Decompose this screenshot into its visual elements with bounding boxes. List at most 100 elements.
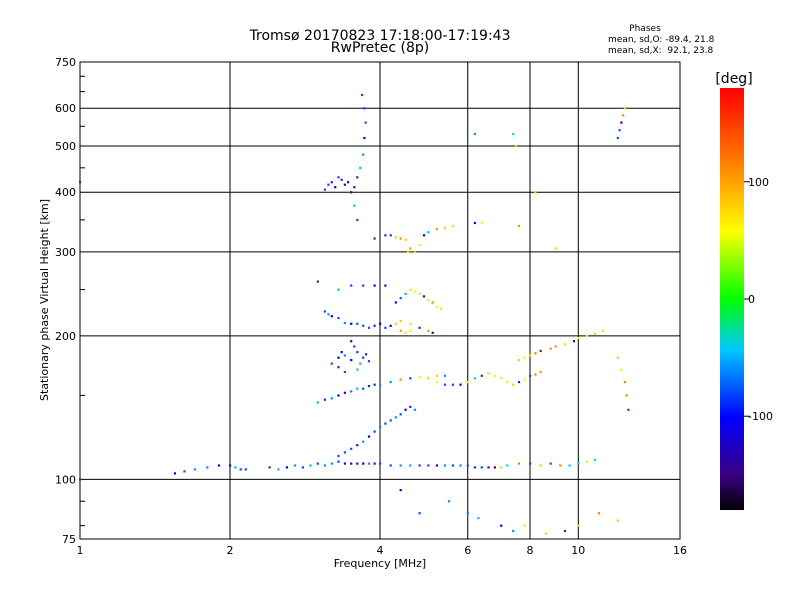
data-point (350, 322, 353, 325)
data-point (451, 224, 454, 228)
data-point (554, 247, 557, 250)
data-point (367, 462, 371, 465)
data-point (350, 284, 353, 287)
data-point (350, 340, 353, 343)
data-point (337, 454, 340, 458)
data-point (330, 362, 333, 365)
data-point (399, 489, 402, 492)
data-point (572, 340, 576, 343)
data-point (362, 387, 365, 390)
data-point (394, 236, 397, 239)
data-point (364, 121, 367, 124)
data-point (384, 284, 387, 287)
data-point (487, 372, 490, 375)
data-point (356, 322, 359, 325)
data-point (399, 378, 402, 381)
data-point (500, 524, 503, 527)
data-point (404, 292, 407, 295)
data-point (389, 464, 392, 467)
colorbar-tick-label: 100 (748, 176, 769, 189)
data-point (244, 468, 247, 471)
data-point (330, 315, 333, 318)
data-point (512, 132, 515, 136)
data-point (529, 374, 532, 377)
y-axis-label: Stationary phase Virtual Height [km] (38, 199, 51, 401)
phases-line-x: mean, sd,X: 92.1, 23.8 (608, 46, 714, 56)
data-point (356, 218, 359, 222)
data-point (534, 373, 537, 376)
data-point (353, 204, 356, 207)
data-point (534, 191, 537, 194)
data-point (500, 377, 503, 380)
x-tick-label: 6 (464, 544, 471, 557)
data-point (523, 378, 526, 381)
data-point (337, 460, 340, 463)
data-point (620, 368, 623, 371)
data-point (480, 374, 483, 377)
data-point (399, 319, 402, 322)
data-point (330, 462, 333, 465)
data-point (544, 532, 547, 535)
data-point (512, 529, 515, 533)
data-point (379, 462, 382, 465)
data-point (422, 234, 426, 237)
data-point (477, 517, 480, 520)
data-point (337, 356, 340, 359)
data-point (399, 413, 402, 416)
data-point (361, 93, 364, 97)
data-point (239, 468, 242, 471)
data-point (399, 297, 402, 300)
data-point (443, 226, 447, 229)
x-axis-label: Frequency [MHz] (334, 557, 426, 570)
data-point (343, 391, 346, 394)
data-point (362, 462, 365, 465)
data-point (577, 462, 580, 465)
data-point (529, 354, 532, 357)
data-point (362, 356, 365, 359)
data-point (356, 351, 359, 354)
data-point (373, 462, 376, 465)
data-point (206, 466, 209, 469)
data-point (301, 466, 304, 469)
data-point (523, 356, 526, 359)
data-point (623, 107, 626, 110)
data-point (480, 221, 483, 224)
data-point (347, 181, 350, 184)
data-point (413, 290, 417, 293)
data-point (406, 250, 410, 253)
data-point (350, 359, 353, 362)
y-tick-label: 300 (55, 246, 76, 259)
y-tick-label: 100 (55, 473, 76, 486)
data-point (427, 377, 430, 380)
data-point (327, 183, 330, 186)
data-point (443, 383, 447, 386)
data-point (459, 464, 462, 467)
data-point (409, 322, 412, 325)
data-point (577, 524, 580, 527)
data-point (493, 374, 496, 377)
data-point (217, 464, 221, 467)
data-point (620, 121, 623, 124)
data-point (373, 324, 376, 327)
data-point (379, 383, 382, 386)
data-point (404, 238, 407, 241)
data-point (229, 464, 232, 467)
data-point (443, 374, 447, 377)
data-point (327, 313, 330, 316)
x-tick-label: 8 (527, 544, 534, 557)
data-point (577, 336, 580, 340)
data-point (389, 419, 392, 422)
data-point (435, 374, 438, 377)
data-point (394, 416, 397, 419)
x-tick-label: 2 (227, 544, 234, 557)
data-point (517, 381, 521, 384)
data-point (323, 398, 326, 401)
phases-heading: Phases (629, 24, 661, 34)
data-point (435, 228, 438, 231)
data-point (443, 464, 447, 467)
data-point (343, 354, 346, 357)
data-point (413, 250, 417, 253)
data-point (439, 307, 443, 310)
data-point (427, 464, 430, 467)
